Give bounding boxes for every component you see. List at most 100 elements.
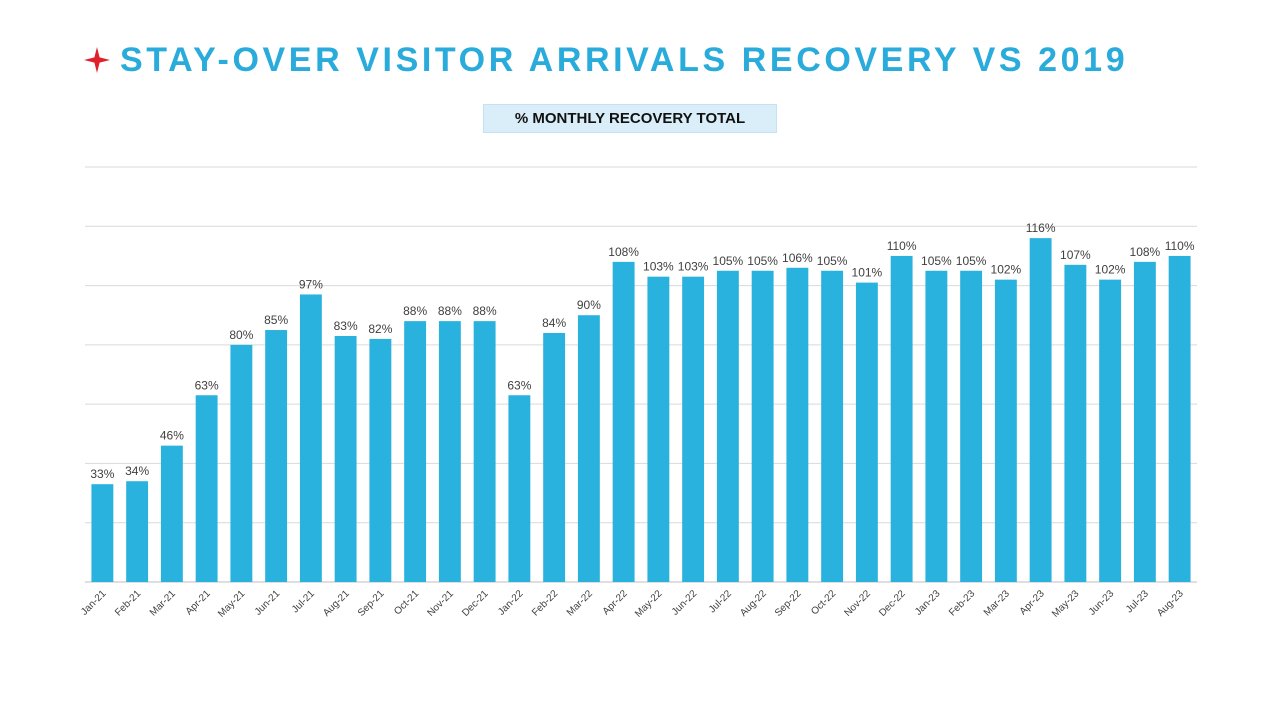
bar-feb-23 [960, 270, 983, 582]
x-tick-label: Jan-22 [496, 588, 526, 618]
data-label: 46% [160, 429, 184, 443]
x-tick-label: Apr-23 [1018, 588, 1047, 617]
x-tick-label: Jan-21 [79, 588, 109, 618]
bar-mar-22 [577, 315, 600, 582]
data-label: 102% [991, 263, 1022, 277]
bar-jun-23 [1099, 279, 1122, 582]
x-tick-label: May-23 [1050, 588, 1082, 620]
data-label: 103% [643, 260, 674, 274]
bar-jan-22 [508, 395, 531, 582]
bar-may-21 [230, 344, 253, 582]
x-tick-label: Mar-23 [982, 588, 1012, 618]
data-label: 106% [782, 251, 813, 265]
data-label: 83% [334, 319, 358, 333]
bar-dec-22 [890, 255, 913, 582]
x-tick-label: Jan-23 [913, 588, 943, 618]
x-tick-label: Nov-22 [842, 588, 873, 619]
bar-mar-23 [994, 279, 1017, 582]
x-tick-label: Aug-21 [321, 588, 352, 619]
x-tick-label: Jul-21 [290, 588, 317, 615]
data-label: 108% [1130, 245, 1161, 259]
bar-jun-21 [265, 330, 288, 582]
x-tick-label: Oct-22 [809, 588, 838, 617]
x-tick-label: Jun-23 [1087, 588, 1117, 618]
page-title: STAY-OVER VISITOR ARRIVALS RECOVERY VS 2… [120, 40, 1129, 79]
data-label: 63% [507, 378, 531, 392]
bar-jun-22 [682, 276, 705, 582]
bar-nov-22 [855, 282, 878, 582]
bar-oct-21 [404, 321, 427, 582]
chart-title: % MONTHLY RECOVERY TOTAL [514, 110, 746, 127]
bar-jan-23 [925, 270, 948, 582]
bar-apr-21 [195, 395, 218, 582]
x-tick-label: Mar-21 [148, 588, 178, 618]
data-label: 82% [368, 322, 392, 336]
x-tick-label: Jul-22 [707, 588, 734, 615]
data-label: 102% [1095, 263, 1126, 277]
x-tick-label: Nov-21 [425, 588, 456, 619]
star-icon [84, 47, 110, 73]
x-tick-label: Jul-23 [1124, 588, 1151, 615]
data-label: 80% [229, 328, 253, 342]
bar-aug-23 [1168, 255, 1191, 582]
x-tick-label: Dec-22 [877, 588, 908, 619]
data-label: 97% [299, 277, 323, 291]
bar-feb-21 [126, 481, 149, 582]
x-tick-label: Mar-22 [565, 588, 595, 618]
x-tick-label: Aug-23 [1155, 588, 1186, 619]
bar-aug-21 [334, 335, 357, 582]
data-label: 105% [713, 254, 744, 268]
title-row: STAY-OVER VISITOR ARRIVALS RECOVERY VS 2… [82, 38, 1128, 82]
bar-sep-22 [786, 267, 809, 582]
bar-aug-22 [751, 270, 774, 582]
data-label: 88% [473, 304, 497, 318]
x-tick-label: Jun-22 [670, 588, 700, 618]
data-label: 116% [1026, 221, 1056, 235]
data-label: 34% [125, 464, 149, 478]
data-label: 110% [1165, 239, 1195, 253]
x-tick-label: Apr-22 [601, 588, 630, 617]
data-label: 103% [678, 260, 709, 274]
bar-jul-22 [716, 270, 739, 582]
x-tick-label: May-22 [633, 588, 665, 620]
data-label: 84% [542, 316, 566, 330]
x-tick-label: Oct-21 [392, 588, 421, 617]
data-label: 108% [608, 245, 639, 259]
bar-nov-21 [438, 321, 461, 582]
bar-dec-21 [473, 321, 496, 582]
bar-jul-23 [1133, 261, 1156, 582]
data-label: 105% [921, 254, 952, 268]
bar-sep-21 [369, 338, 392, 582]
bar-oct-22 [821, 270, 844, 582]
data-label: 88% [438, 304, 462, 318]
data-label: 101% [852, 266, 883, 280]
x-tick-label: Sep-22 [773, 588, 804, 619]
data-label: 110% [887, 239, 917, 253]
x-tick-label: Dec-21 [460, 588, 491, 619]
chart-title-box: % MONTHLY RECOVERY TOTAL [483, 104, 777, 133]
data-label: 107% [1060, 248, 1091, 262]
x-tick-label: Apr-21 [184, 588, 213, 617]
bar-may-23 [1064, 264, 1087, 582]
bar-jan-21 [91, 484, 114, 582]
data-label: 105% [747, 254, 778, 268]
bar-may-22 [647, 276, 670, 582]
x-tick-label: Aug-22 [738, 588, 769, 619]
x-tick-label: Jun-21 [253, 588, 283, 618]
data-label: 105% [956, 254, 987, 268]
x-tick-label: Feb-22 [530, 588, 560, 618]
data-label: 88% [403, 304, 427, 318]
bar-apr-23 [1029, 238, 1052, 582]
x-tick-label: Sep-21 [356, 588, 387, 619]
data-label: 90% [577, 298, 601, 312]
x-tick-label: Feb-21 [113, 588, 143, 618]
bar-feb-22 [543, 333, 566, 582]
data-label: 33% [90, 467, 114, 481]
bar-mar-21 [160, 445, 183, 582]
bar-jul-21 [299, 294, 322, 582]
data-label: 105% [817, 254, 848, 268]
x-tick-label: Feb-23 [947, 588, 977, 618]
data-label: 85% [264, 313, 288, 327]
data-label: 63% [195, 378, 219, 392]
x-tick-label: May-21 [216, 588, 248, 620]
